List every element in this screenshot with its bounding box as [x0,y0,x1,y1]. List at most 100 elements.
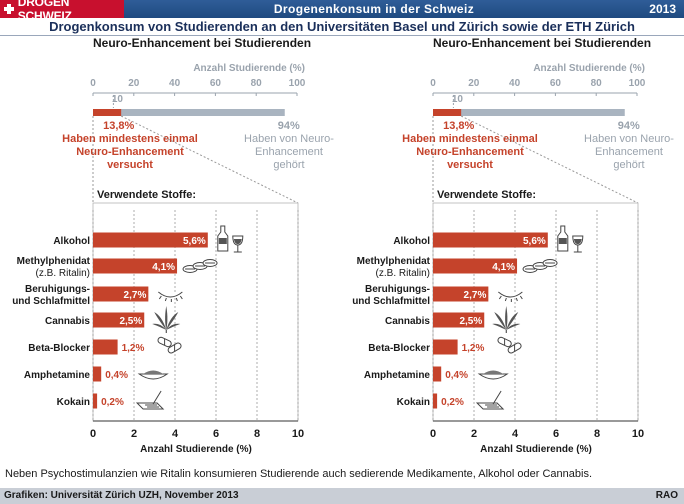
powder-bowl-icon-part [477,373,509,380]
detail-tick-label: 0 [430,428,436,440]
category-label: Cannabis [385,316,430,327]
summary-bar-heard [93,109,285,116]
data-bar [93,312,145,328]
data-label: 1,2% [122,343,145,354]
chart-panel: Neuro-Enhancement bei Studierenden Anzahl… [352,36,674,455]
caption-tried-line: versucht [447,159,493,171]
summary-value-heard: 94% [618,120,640,132]
caption-tried-line: Haben mindestens einmal [62,133,198,145]
category-label: Beta-Blocker [28,343,90,354]
detail-tick-label: 6 [553,428,559,440]
cocaine-lines-icon-part [485,404,500,408]
category-label: Alkohol [393,236,430,247]
category-label: Alkohol [53,236,90,247]
summary-tick-label: 20 [468,78,480,89]
data-label: 4,1% [492,262,515,273]
capsules-icon [157,336,182,354]
caption-tried-line: versucht [107,159,153,171]
footnote: Neben Psychostimulanzien wie Ritalin kon… [5,468,593,480]
summary-value-heard: 94% [278,120,300,132]
data-bar [93,393,98,409]
detail-tick-label: 2 [471,428,477,440]
data-bar [433,286,489,302]
data-bar [93,339,118,355]
wine-bottle-glass-icon-part [233,245,242,253]
wine-bottle-glass-icon-part [573,245,582,253]
footer-bar [0,488,684,504]
caption-tried-line: Haben mindestens einmal [402,133,538,145]
sleeping-eye-icon-part [498,291,523,298]
cannabis-leaf-icon-part [166,323,181,330]
category-label-line2: und Schlafmittel [352,296,430,307]
caption-tried-line: Neuro-Enhancement [416,146,524,158]
data-bar [433,366,442,382]
cannabis-leaf-icon-part [154,312,167,330]
data-bar [93,366,102,382]
data-bar [93,258,178,274]
wine-bottle-glass-icon-part [558,238,567,244]
data-label: 2,7% [464,290,487,301]
source-credit: Grafiken: Universität Zürich UZH, Novemb… [4,490,239,501]
agency-credit: RAO [655,490,678,501]
detail-heading: Verwendete Stoffe: [437,189,536,201]
zoom-line-right [120,115,299,204]
cocaine-lines-icon [135,390,165,410]
detail-tick-label: 8 [254,428,260,440]
cocaine-lines-icon-part [492,390,502,405]
data-bar [433,393,438,409]
chart-area: Neuro-Enhancement bei Studierenden Anzahl… [12,36,674,455]
caption-heard-line: Enhancement [255,146,323,158]
summary-tick-label: 40 [169,78,181,89]
powder-bowl-icon [137,370,169,380]
cocaine-lines-icon-part [152,390,162,405]
detail-tick-label: 6 [213,428,219,440]
year-label: 2013 [649,2,676,16]
cannabis-leaf-icon [492,306,521,333]
sleeping-eye-icon [498,291,523,302]
wine-bottle-glass-icon-part [218,238,227,244]
capsules-icon-part [164,339,176,351]
cannabis-leaf-icon-part [505,306,508,330]
pills-icon [522,259,558,273]
cannabis-leaf-icon-part [165,306,168,330]
pills-icon [182,259,218,273]
wine-bottle-glass-icon-part [233,239,242,244]
swiss-flag-icon [3,3,15,15]
capsules-icon-part [504,339,516,351]
caption-tried: Haben mindestens einmal Neuro-Enhancement… [402,133,538,171]
detail-tick-label: 0 [90,428,96,440]
data-label: 2,7% [124,290,147,301]
detail-axis-label: Anzahl Studierende (%) [480,444,592,455]
data-bar [433,232,548,248]
data-bar [433,258,518,274]
caption-tried: Haben mindestens einmal Neuro-Enhancement… [62,133,198,171]
category-label: Beruhigungs- [365,284,430,295]
summary-tick-label: 100 [629,78,646,89]
wine-bottle-glass-icon-part [573,239,582,244]
summary-axis-label: Anzahl Studierende (%) [193,63,305,74]
caption-tried-line: Neuro-Enhancement [76,146,184,158]
data-bar [93,232,208,248]
detail-axis-label: Anzahl Studierende (%) [140,444,252,455]
data-label: 4,1% [152,262,175,273]
data-bar [433,312,485,328]
cannabis-leaf-icon-part [166,312,179,330]
sleeping-eye-icon [158,291,183,302]
category-label: Methylphenidat [17,256,91,267]
cannabis-leaf-icon-part [492,323,507,330]
data-label: 5,6% [523,236,546,247]
cannabis-leaf-icon-part [506,323,521,330]
caption-heard: Haben von Neuro-Enhancement gehört [584,133,674,171]
category-label: Kokain [57,397,90,408]
summary-value-tried: 13,8% [443,120,474,132]
category-label: Methylphenidat [357,256,431,267]
data-label: 1,2% [462,343,485,354]
sleeping-eye-icon-part [158,295,183,302]
powder-bowl-icon-part [137,373,169,380]
cannabis-leaf-icon-part [152,323,167,330]
detail-heading: Verwendete Stoffe: [97,189,196,201]
cocaine-lines-icon-part [145,404,160,408]
wine-bottle-glass-icon [217,225,244,253]
summary-bar-heard [433,109,625,116]
chart-panel: Neuro-Enhancement bei Studierenden Anzahl… [12,36,334,455]
